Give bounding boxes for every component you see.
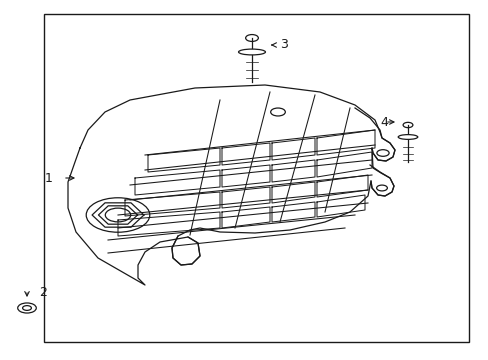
Text: 1: 1: [44, 171, 52, 184]
Text: 4: 4: [380, 116, 387, 129]
Text: 2: 2: [39, 285, 47, 298]
Text: 3: 3: [280, 39, 288, 51]
Bar: [44, 14, 468, 342]
